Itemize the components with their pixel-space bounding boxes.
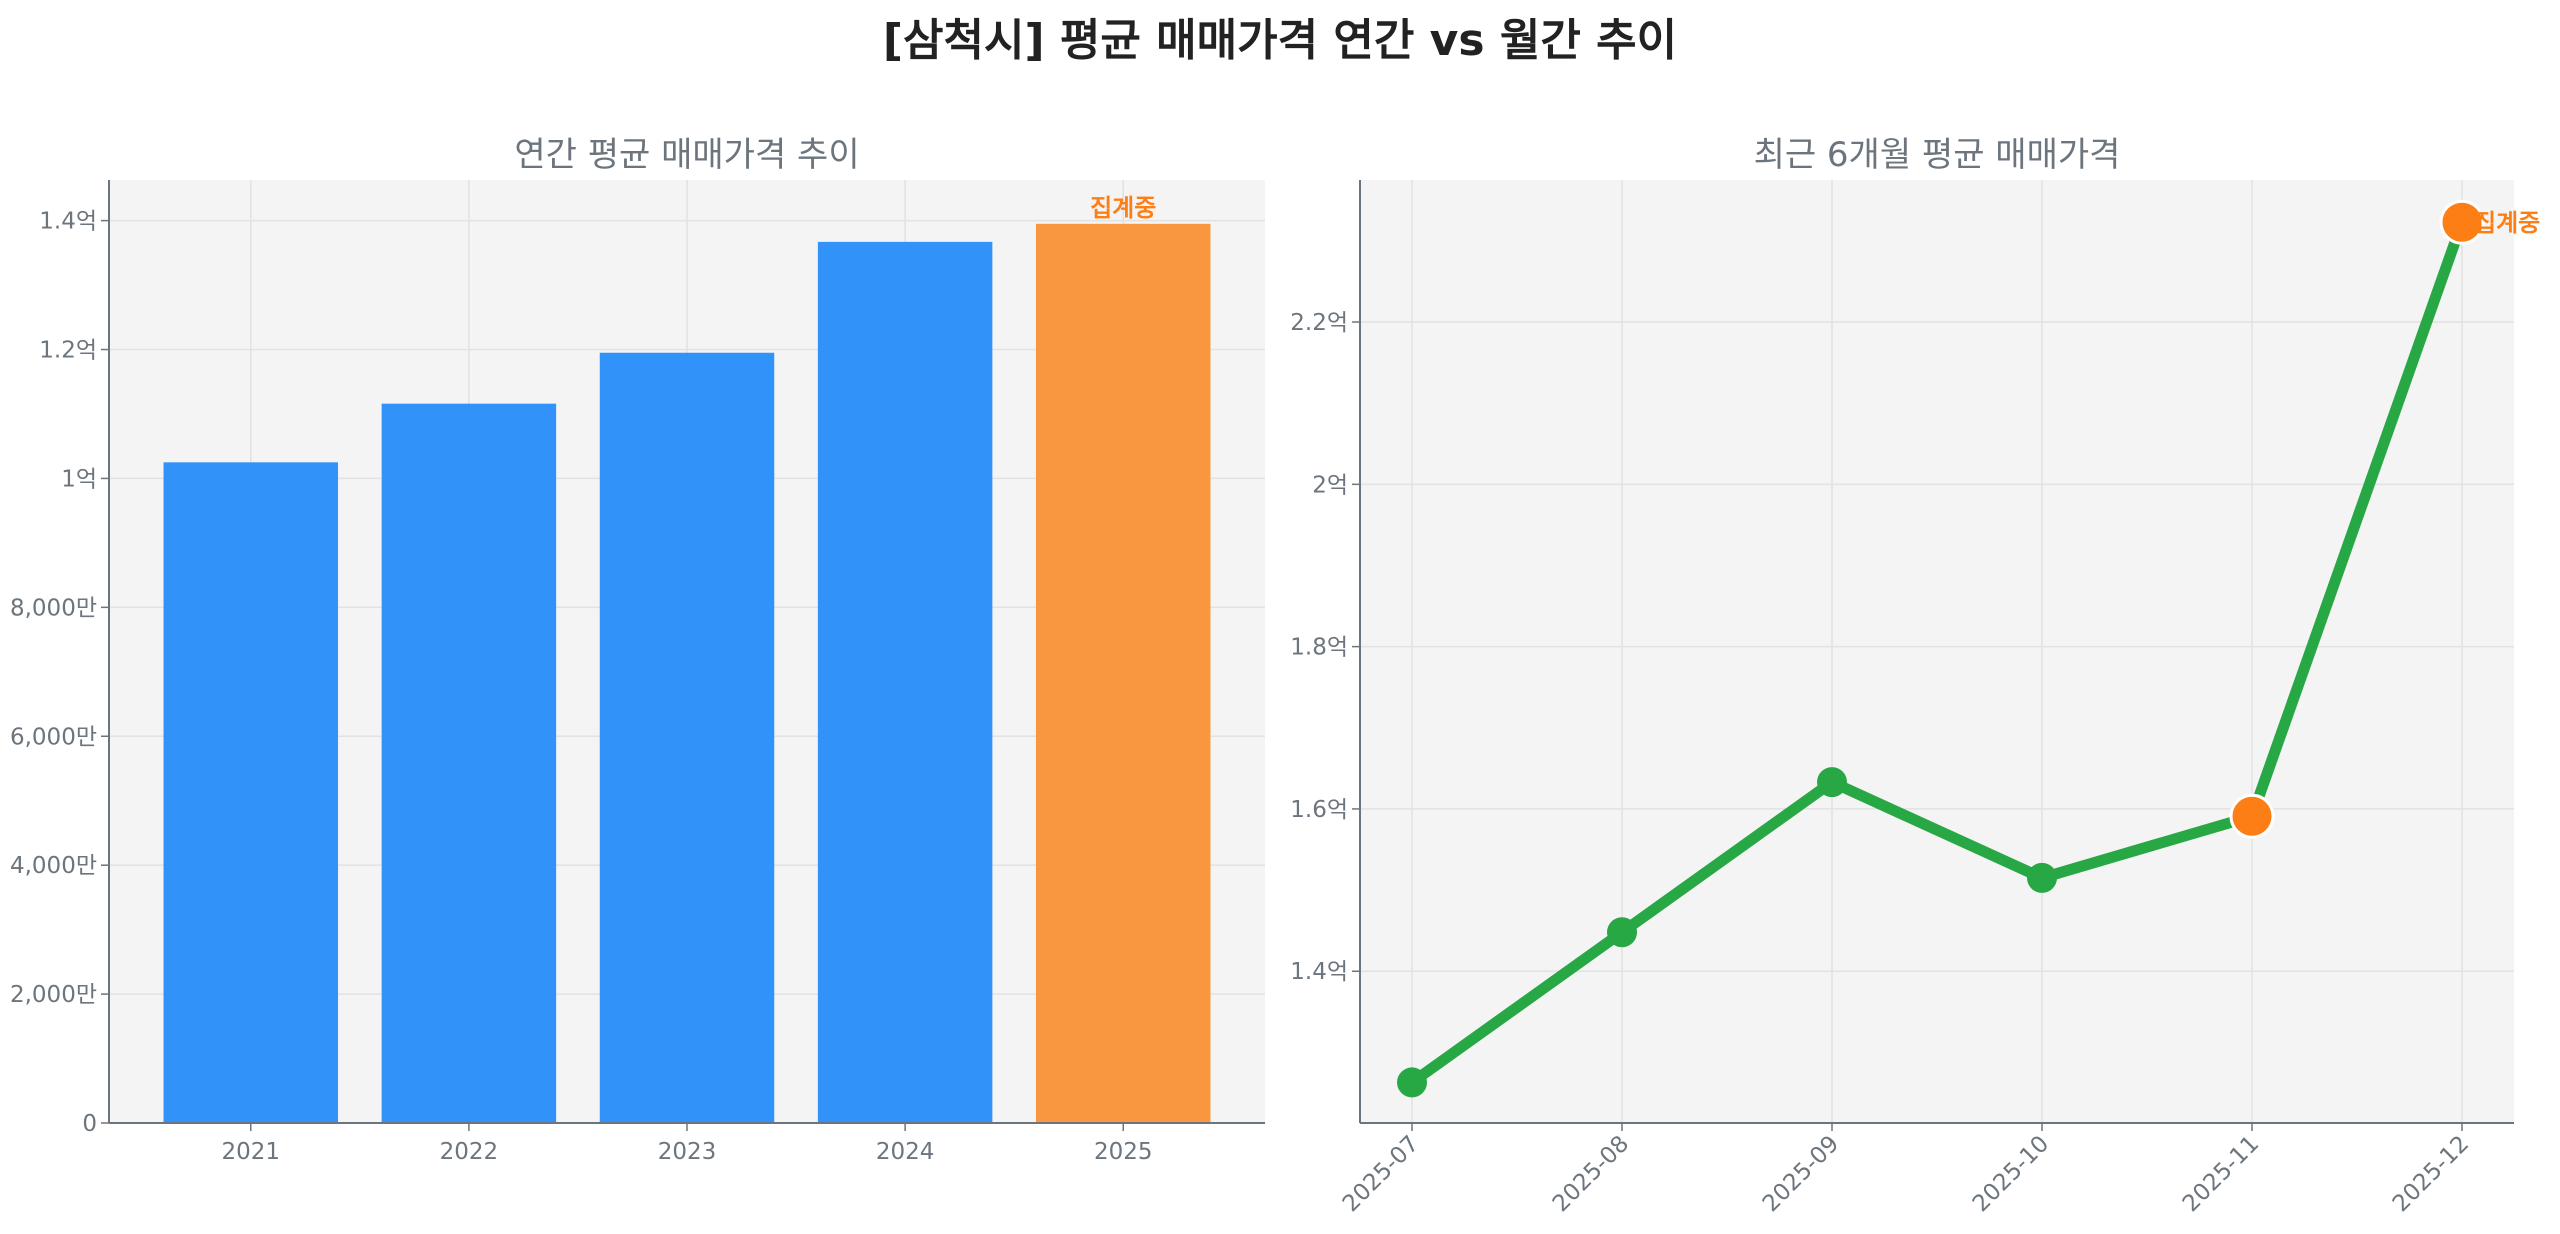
y-tick-label: 0 <box>82 1111 97 1137</box>
annotation-label: 집계중 <box>2474 209 2540 237</box>
x-tick-label: 2021 <box>222 1139 281 1165</box>
data-point-2025-12 <box>2439 199 2485 245</box>
bar-2022 <box>381 403 557 1123</box>
chart-title: [삼척시] 평균 매매가격 연간 vs 월간 추이 <box>882 15 1678 66</box>
x-tick-label: 2024 <box>876 1139 935 1165</box>
y-tick-label: 2억 <box>1312 472 1348 498</box>
y-tick-label: 2,000만 <box>10 982 97 1008</box>
y-tick-label: 1.2억 <box>39 338 97 364</box>
data-point-2025-07 <box>1397 1067 1427 1098</box>
series-line <box>1408 220 2468 1087</box>
y-tick-label: 1.6억 <box>1290 797 1348 823</box>
bar-2025 <box>1035 223 1211 1123</box>
bar-2021 <box>163 462 339 1123</box>
x-tick-label: 2025-08 <box>1548 1131 1634 1217</box>
y-tick-label: 1억 <box>61 466 97 492</box>
x-tick-label: 2023 <box>658 1139 717 1165</box>
x-tick-label: 2022 <box>440 1139 499 1165</box>
data-point-2025-08 <box>1607 917 1637 948</box>
annotation-label: 집계중 <box>1090 194 1156 222</box>
y-tick-label: 4,000만 <box>10 853 97 879</box>
y-tick-label: 1.4억 <box>39 209 97 235</box>
x-tick-label: 2025 <box>1094 1139 1153 1165</box>
x-tick-label: 2025-10 <box>1968 1131 2054 1217</box>
bar-2023 <box>599 352 775 1124</box>
y-tick-label: 1.4억 <box>1290 959 1348 985</box>
x-tick-label: 2025-12 <box>2388 1131 2474 1217</box>
x-tick-label: 2025-11 <box>2178 1131 2264 1217</box>
bar-2024 <box>817 241 993 1124</box>
data-point-2025-09 <box>1817 767 1847 798</box>
y-tick-label: 8,000만 <box>10 595 97 621</box>
subplot-title: 연간 평균 매매가격 추이 <box>514 135 859 175</box>
y-tick-label: 1.8억 <box>1290 635 1348 661</box>
x-tick-label: 2025-07 <box>1338 1131 1424 1217</box>
plot-area <box>1360 180 2514 1123</box>
subplot-title: 최근 6개월 평균 매매가격 <box>1754 135 2121 175</box>
x-tick-label: 2025-09 <box>1758 1131 1844 1217</box>
y-tick-label: 2.2억 <box>1290 310 1348 336</box>
y-tick-label: 6,000만 <box>10 724 97 750</box>
data-point-2025-11 <box>2229 793 2275 839</box>
data-point-2025-10 <box>2027 862 2057 893</box>
